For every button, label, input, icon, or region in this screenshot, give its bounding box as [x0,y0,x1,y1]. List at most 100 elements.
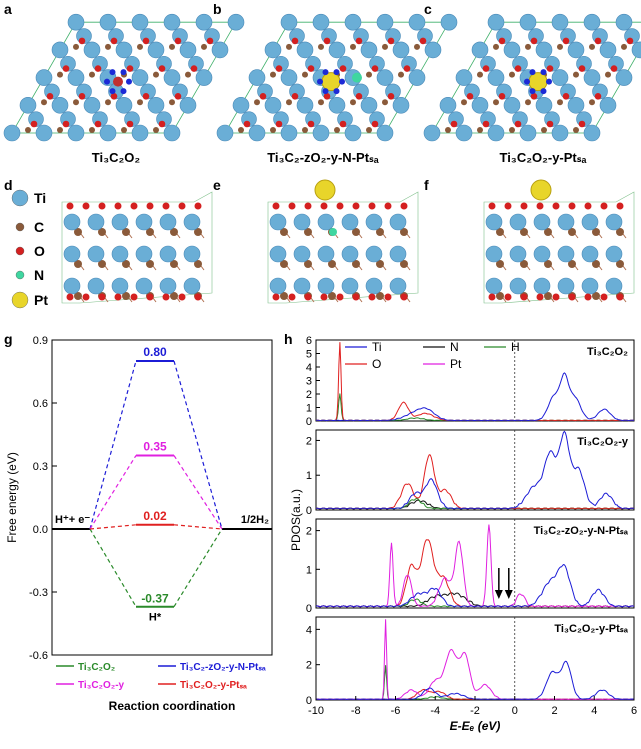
c-atom [98,260,106,268]
ti-atom [83,97,101,114]
o-atom [98,293,106,301]
c-atom [477,127,483,133]
o-atom [82,202,90,210]
lattice-top-view-c [423,13,641,142]
x-tick-label: 4 [591,705,597,717]
c-atom [398,71,404,78]
ti-atom [631,41,641,59]
ti-atom [440,13,458,31]
o-atom [594,37,602,45]
o-atom [323,37,331,45]
ti-atom [293,213,311,231]
ti-atom [605,277,623,295]
ti-atom [487,124,505,142]
c-atom [376,228,384,236]
ti-atom [51,97,69,114]
ti-atom [35,69,53,86]
ti-atom [341,277,359,295]
c-atom [496,292,504,300]
ti-atom [83,41,101,59]
panel-label-e: e [213,177,221,193]
o-atom [352,293,360,301]
c-atom [57,127,63,133]
ti-atom [581,213,599,231]
c-atom [493,99,499,106]
ti-atom [567,41,585,59]
o-atom [488,293,496,301]
ti-atom [376,69,394,86]
ti-atom [360,41,378,59]
o-atom [578,65,586,72]
c-atom [280,292,288,300]
ti-atom [328,41,346,59]
o-atom [450,120,458,128]
o-atom [158,120,166,128]
ti-atom [583,69,601,86]
x-axis-label: Reaction coordination [109,699,236,713]
legend-label-ti: Ti [34,190,46,206]
ti-atom [87,213,105,231]
ti-atom [159,213,177,231]
x-tick-label: 6 [631,705,637,717]
c-atom [592,260,600,268]
panel-label-d: d [4,177,13,193]
c-atom [238,127,244,133]
c-atom [496,260,504,268]
o-atom [46,93,54,100]
x-tick-label: -2 [470,705,480,717]
ti-atom [269,277,287,295]
ti-atom [195,13,213,31]
c-atom [194,228,202,236]
c-atom [520,260,528,268]
o-atom [206,37,214,45]
o-atom [162,293,170,301]
o-atom [162,202,170,210]
o-atom [600,293,608,301]
o-atom [146,202,154,210]
o-atom [178,202,186,210]
o-atom [288,293,296,301]
ti-atom [551,69,569,86]
y-tick-label: -0.3 [29,587,48,599]
o-atom [552,202,560,210]
c-atom [414,43,420,50]
y-tick-label: 6 [306,335,312,347]
c-atom [74,292,82,300]
ti-atom [67,13,85,31]
cell-outline [483,191,635,304]
o-atom [194,202,202,210]
c-atom [286,99,292,106]
c-atom [25,127,31,133]
ti-atom [63,277,81,295]
ti-atom [195,69,213,86]
o-atom [355,93,363,100]
o-atom [320,293,328,301]
ti-atom [533,245,551,263]
ti-atom [615,13,633,31]
o-atom [400,202,408,210]
lattice-top-view-a [3,13,245,142]
c-atom [89,127,95,133]
c-atom [352,260,360,268]
c-atom [153,127,159,133]
energy-path-in [89,524,137,530]
ti-atom [293,277,311,295]
o-atom [174,37,182,45]
y-tick-label: 0.6 [33,398,48,410]
o-atom [114,202,122,210]
pdos-curve-ti [316,660,635,701]
ti-atom [365,277,383,295]
o-atom [520,202,528,210]
o-atom [562,37,570,45]
legend-entry: Ti₃C₂O₂-y-Ptₛₐ [180,680,247,691]
o-atom [498,37,506,45]
ti-atom [227,13,245,31]
pdos-subplot-frame [315,429,635,511]
o-atom [584,202,592,210]
ti-atom [63,245,81,263]
o-atom [371,120,379,128]
c-atom [170,228,178,236]
subplot-title: Ti₃C₂-zO₂-y-N-Ptₛₐ [534,525,629,537]
pdos-curve-h [316,665,635,701]
y-tick-label: 0.3 [33,461,48,473]
